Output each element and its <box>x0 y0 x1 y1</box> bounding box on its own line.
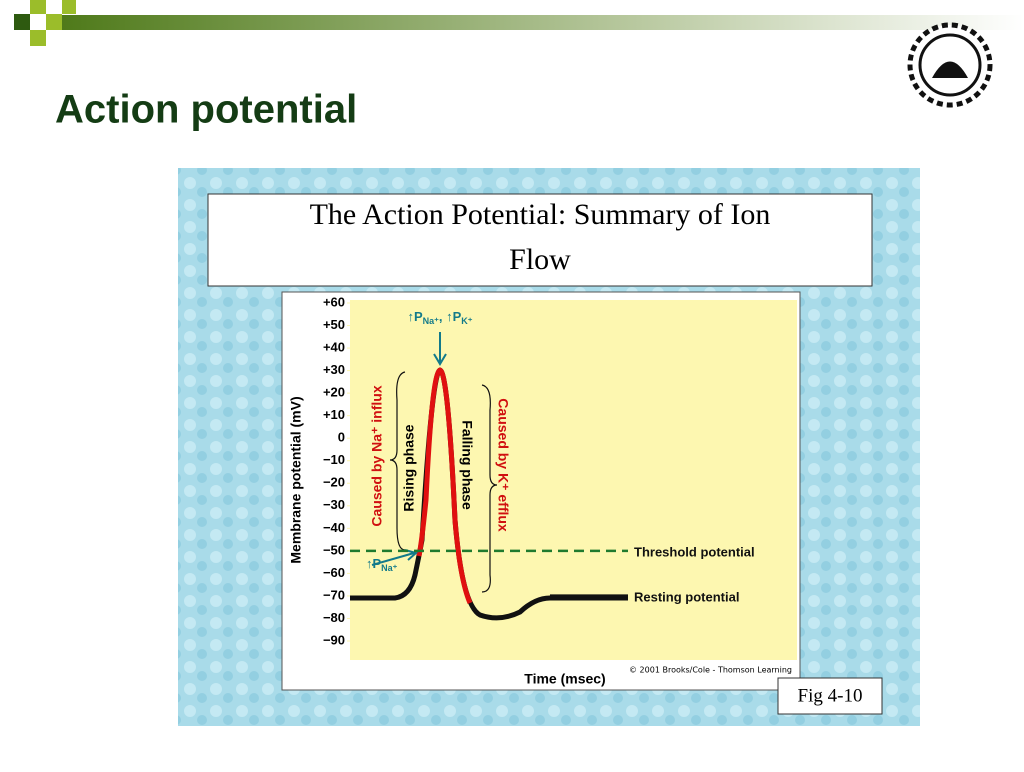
brace <box>389 371 406 551</box>
y-tick-label: +30 <box>323 362 345 377</box>
figure-title: Flow <box>509 243 571 276</box>
x-axis-label: Time (msec) <box>524 671 605 687</box>
plot <box>350 332 628 621</box>
y-tick-label: −80 <box>323 610 345 625</box>
spike-curve <box>416 367 473 604</box>
plot-area <box>350 300 797 660</box>
annotation: Caused by K⁺ efflux <box>495 398 511 532</box>
y-tick-label: −70 <box>323 587 345 602</box>
annotation: ↑PNa⁺, ↑PK⁺ <box>407 309 472 326</box>
decoration <box>14 0 1024 46</box>
figure-title: The Action Potential: Summary of Ion <box>310 198 771 231</box>
reference-label: Resting potential <box>634 589 739 604</box>
arrow <box>433 332 447 366</box>
y-tick-label: −60 <box>323 565 345 580</box>
annotation-part: Na⁺ <box>423 316 440 326</box>
y-tick-label: −30 <box>323 497 345 512</box>
slide-title: Action potential <box>55 88 357 132</box>
y-tick-label: +50 <box>323 317 345 332</box>
annotation: Rising phase <box>401 424 417 511</box>
credit: © 2001 Brooks/Cole - Thomson Learning <box>629 666 792 675</box>
annotation: ↑PNa⁺ <box>366 556 398 573</box>
y-axis-label: Membrane potential (mV) <box>288 396 304 563</box>
y-tick-label: −20 <box>323 475 345 490</box>
figure-caption: Fig 4-10 <box>798 685 863 706</box>
figure-title-box <box>207 193 873 287</box>
annotation-part: Na⁺ <box>381 563 398 573</box>
annotation: Caused by Na⁺ influx <box>369 385 385 526</box>
y-tick-label: +20 <box>323 385 345 400</box>
annotation-part: ↑P <box>366 556 382 571</box>
y-tick-label: 0 <box>338 430 345 445</box>
brace <box>481 384 498 593</box>
caption-box <box>777 677 883 715</box>
y-tick-label: −40 <box>323 520 345 535</box>
y-tick-label: +60 <box>323 294 345 309</box>
y-tick-label: −50 <box>323 542 345 557</box>
y-tick-label: +10 <box>323 407 345 422</box>
annotation-part: , ↑P <box>439 309 462 324</box>
annotation: Falling phase <box>459 420 475 510</box>
arrow <box>371 549 419 566</box>
y-tick-label: −90 <box>323 632 345 647</box>
logo <box>907 22 993 108</box>
annotation-part: ↑P <box>407 309 423 324</box>
y-tick-label: −10 <box>323 452 345 467</box>
reference-label: Threshold potential <box>634 544 755 559</box>
y-tick-label: +40 <box>323 340 345 355</box>
annotation-part: K⁺ <box>461 316 472 326</box>
